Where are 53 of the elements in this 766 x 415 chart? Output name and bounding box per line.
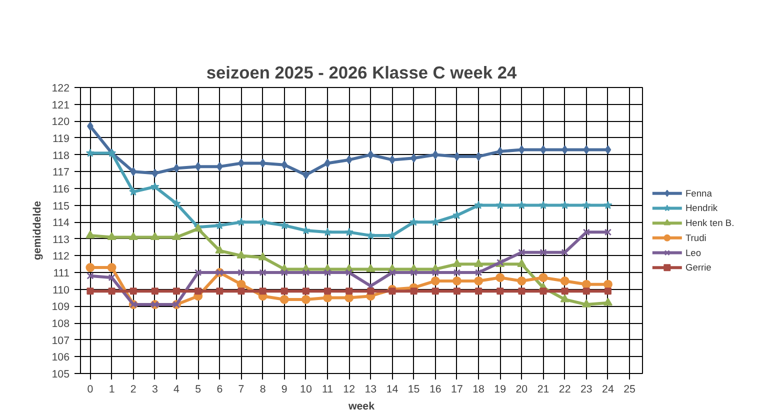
y-tick-label: 107 — [52, 334, 70, 347]
x-tick-label: 5 — [195, 384, 202, 396]
x-tick-label: 1 — [108, 384, 115, 396]
x-tick-label: 16 — [429, 384, 442, 396]
y-axis-title: gemiddelde — [32, 200, 44, 260]
y-tick-label: 112 — [52, 250, 70, 263]
y-tick-label: 121 — [52, 99, 70, 112]
y-tick-label: 114 — [52, 217, 70, 230]
x-tick-label: 11 — [322, 384, 334, 396]
y-tick-label: 120 — [52, 116, 70, 128]
y-tick-label: 113 — [52, 234, 70, 246]
y-tick-label: 110 — [52, 284, 70, 296]
legend-label: Leo — [685, 248, 702, 258]
chart-title: seizoen 2025 - 2026 Klasse C week 24 — [206, 62, 517, 82]
x-tick-label: 3 — [152, 384, 158, 396]
y-tick-label: 105 — [52, 368, 70, 380]
y-tick-label: 117 — [52, 166, 70, 179]
y-tick-label: 118 — [52, 150, 70, 162]
y-tick-label: 115 — [52, 200, 70, 212]
x-tick-label: 19 — [494, 384, 506, 396]
x-tick-label: 25 — [624, 384, 636, 396]
x-tick-label: 7 — [238, 384, 244, 396]
x-tick-label: 22 — [558, 384, 571, 396]
x-tick-label: 14 — [386, 384, 398, 396]
x-tick-label: 17 — [451, 384, 463, 396]
y-tick-label: 119 — [52, 132, 70, 145]
y-tick-label: 106 — [52, 352, 70, 364]
x-tick-label: 15 — [408, 384, 420, 396]
x-tick-label: 6 — [216, 384, 223, 396]
legend-label: Henk ten B. — [685, 218, 734, 228]
legend-label: Gerrie — [685, 262, 712, 273]
y-tick-label: 108 — [52, 318, 70, 330]
legend-label: Hendrik — [685, 203, 718, 214]
x-tick-label: 21 — [537, 384, 550, 396]
x-axis-title: week — [347, 400, 375, 412]
x-tick-label: 24 — [602, 384, 614, 396]
x-tick-label: 2 — [130, 384, 136, 396]
x-tick-label: 23 — [580, 384, 592, 396]
legend-label: Trudi — [685, 232, 706, 243]
x-tick-label: 8 — [260, 384, 266, 396]
y-tick-label: 122 — [52, 82, 70, 94]
x-tick-label: 4 — [174, 384, 180, 396]
x-tick-label: 9 — [281, 384, 288, 396]
x-tick-label: 13 — [364, 384, 377, 396]
x-tick-label: 0 — [87, 384, 94, 396]
y-tick-label: 111 — [53, 268, 70, 280]
x-tick-label: 18 — [472, 384, 485, 396]
y-tick-label: 116 — [52, 183, 70, 196]
x-tick-label: 10 — [300, 384, 312, 396]
x-tick-label: 12 — [343, 384, 356, 396]
legend-label: Fenna — [685, 188, 713, 198]
x-tick-label: 20 — [516, 384, 528, 396]
y-tick-label: 109 — [52, 301, 70, 314]
